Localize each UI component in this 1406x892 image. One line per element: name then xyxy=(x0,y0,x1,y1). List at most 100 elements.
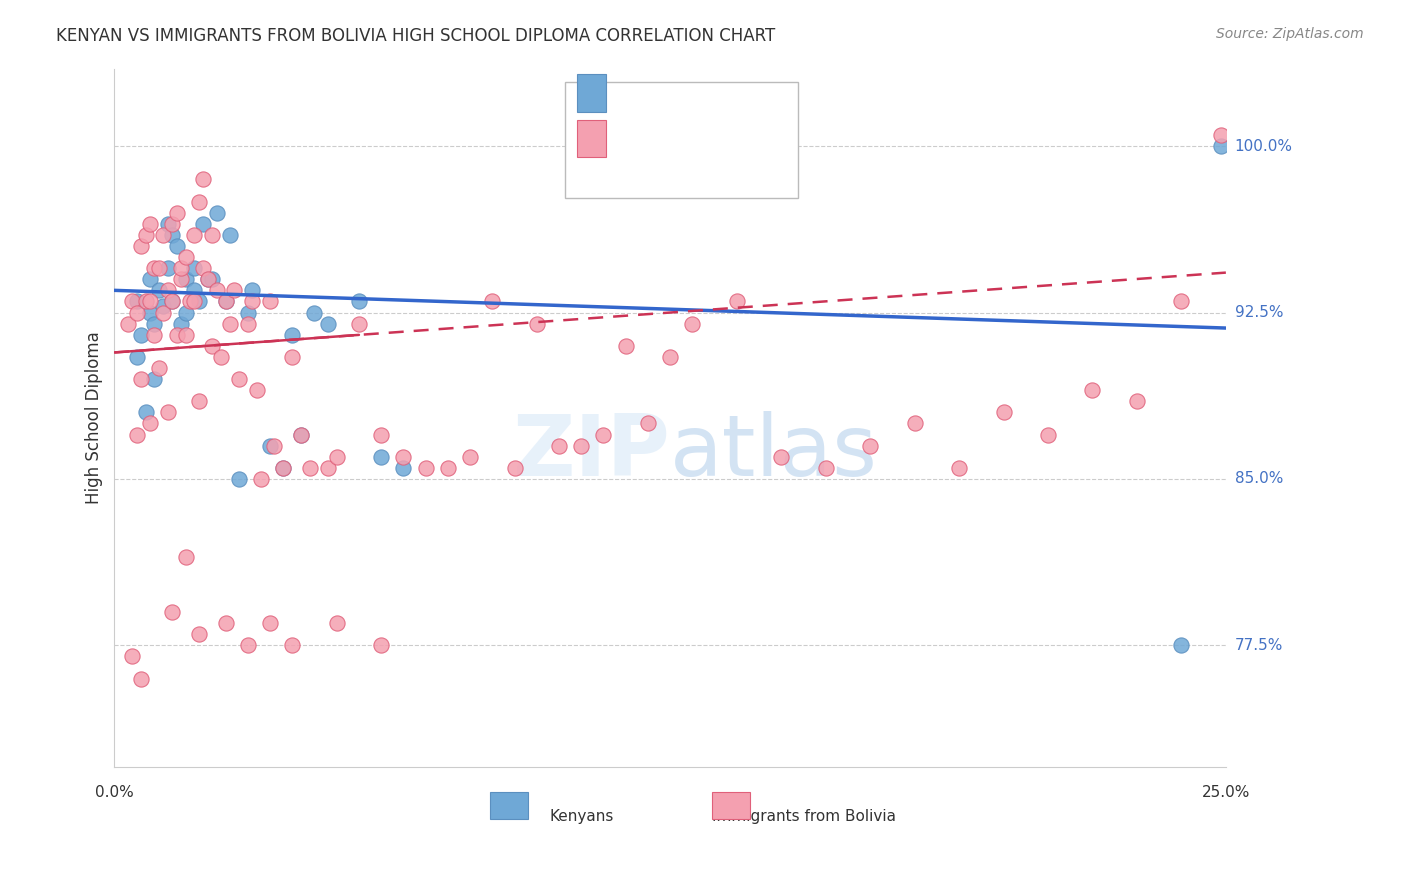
Point xyxy=(304,305,326,319)
Point xyxy=(228,472,250,486)
Point xyxy=(197,272,219,286)
Point xyxy=(174,250,197,264)
Point xyxy=(725,294,748,309)
Point xyxy=(281,327,304,342)
Point xyxy=(281,350,304,364)
Point xyxy=(299,460,322,475)
Text: Kenyans: Kenyans xyxy=(548,809,613,824)
Point xyxy=(197,272,219,286)
Point xyxy=(325,616,347,631)
Point xyxy=(183,261,205,276)
Point xyxy=(125,305,148,319)
Point xyxy=(160,217,183,231)
Point xyxy=(117,317,139,331)
Point xyxy=(193,172,215,186)
Text: 25.0%: 25.0% xyxy=(1202,785,1250,800)
Point xyxy=(174,305,197,319)
Text: Immigrants from Bolivia: Immigrants from Bolivia xyxy=(711,809,896,824)
Point xyxy=(259,439,281,453)
Point xyxy=(637,417,659,431)
Point xyxy=(481,294,503,309)
Point xyxy=(201,227,224,242)
Point xyxy=(219,317,242,331)
Text: atlas: atlas xyxy=(671,411,879,494)
Point xyxy=(129,327,152,342)
Point xyxy=(948,460,970,475)
Point xyxy=(166,327,188,342)
Point xyxy=(183,294,205,309)
Point xyxy=(152,305,174,319)
Point xyxy=(129,239,152,253)
Text: Source: ZipAtlas.com: Source: ZipAtlas.com xyxy=(1216,27,1364,41)
Point xyxy=(139,305,162,319)
Point xyxy=(240,294,263,309)
Point xyxy=(236,317,259,331)
Point xyxy=(592,427,614,442)
Point xyxy=(135,405,157,419)
Point xyxy=(139,294,162,309)
Point xyxy=(183,283,205,297)
Point xyxy=(187,294,209,309)
Point xyxy=(148,361,170,376)
Point xyxy=(259,616,281,631)
Point xyxy=(859,439,882,453)
Point xyxy=(250,472,273,486)
Point xyxy=(174,327,197,342)
Point xyxy=(156,283,179,297)
Point xyxy=(224,283,246,297)
FancyBboxPatch shape xyxy=(713,792,751,819)
Point xyxy=(392,450,415,464)
Point xyxy=(125,294,148,309)
Point xyxy=(143,327,166,342)
Point xyxy=(392,460,415,475)
Point xyxy=(193,261,215,276)
Point xyxy=(139,417,162,431)
Point xyxy=(1211,128,1233,142)
Point xyxy=(170,317,193,331)
Point xyxy=(240,283,263,297)
Text: 0.0%: 0.0% xyxy=(96,785,134,800)
Text: 77.5%: 77.5% xyxy=(1234,638,1284,653)
Point xyxy=(614,339,637,353)
Point xyxy=(993,405,1015,419)
Point xyxy=(569,439,592,453)
Point xyxy=(156,261,179,276)
Point xyxy=(135,227,157,242)
Point xyxy=(1170,638,1192,652)
Point xyxy=(458,450,481,464)
Point xyxy=(125,350,148,364)
Point xyxy=(170,261,193,276)
Point xyxy=(503,460,526,475)
Point xyxy=(170,272,193,286)
Point xyxy=(183,227,205,242)
Point xyxy=(1170,294,1192,309)
Point xyxy=(152,299,174,313)
FancyBboxPatch shape xyxy=(576,120,606,157)
Point xyxy=(143,317,166,331)
Point xyxy=(156,405,179,419)
Point xyxy=(236,638,259,652)
Point xyxy=(437,460,460,475)
Point xyxy=(259,294,281,309)
Text: R = -0.052   N = 41: R = -0.052 N = 41 xyxy=(586,96,749,114)
Point xyxy=(1211,139,1233,153)
Point xyxy=(316,460,339,475)
Point xyxy=(205,205,228,219)
Point xyxy=(156,217,179,231)
Point xyxy=(209,350,232,364)
Point xyxy=(125,427,148,442)
Point xyxy=(187,394,209,409)
Point xyxy=(214,294,236,309)
Point xyxy=(152,227,174,242)
Point xyxy=(148,283,170,297)
Point xyxy=(160,294,183,309)
Point xyxy=(681,317,703,331)
Point xyxy=(415,460,437,475)
Point xyxy=(160,227,183,242)
Point xyxy=(121,649,143,664)
Text: ZIP: ZIP xyxy=(512,411,671,494)
Point xyxy=(347,294,370,309)
Point xyxy=(139,272,162,286)
Point xyxy=(143,261,166,276)
Point xyxy=(263,439,285,453)
